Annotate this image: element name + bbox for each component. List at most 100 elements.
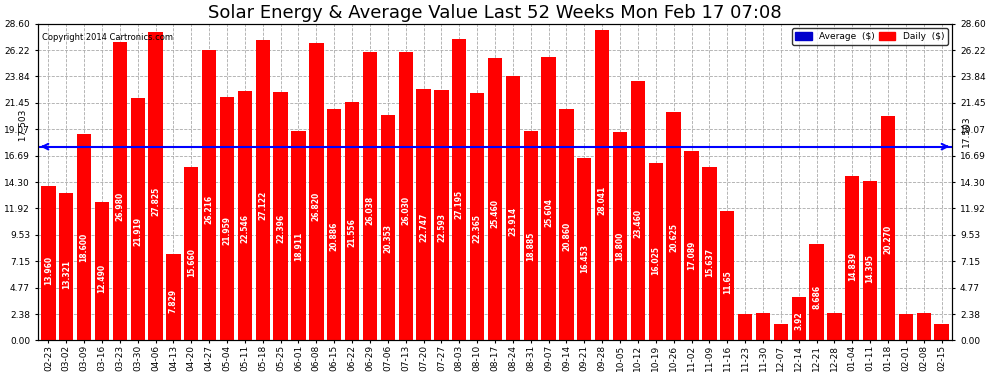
Title: Solar Energy & Average Value Last 52 Weeks Mon Feb 17 07:08: Solar Energy & Average Value Last 52 Wee… — [208, 4, 782, 22]
Bar — [381, 115, 395, 340]
Text: 20.353: 20.353 — [383, 225, 392, 254]
Text: 27.825: 27.825 — [151, 187, 160, 216]
Text: 22.593: 22.593 — [437, 213, 446, 242]
Bar — [917, 313, 931, 340]
Bar — [613, 132, 628, 340]
Bar — [720, 211, 735, 340]
Text: 8.686: 8.686 — [812, 285, 821, 309]
Bar — [828, 314, 842, 340]
Text: 28.041: 28.041 — [598, 186, 607, 215]
Bar — [935, 324, 948, 340]
Bar — [309, 44, 324, 340]
Text: 17.503: 17.503 — [20, 109, 29, 147]
Bar — [899, 314, 913, 340]
Text: 23.460: 23.460 — [634, 209, 643, 238]
Text: 15.637: 15.637 — [705, 248, 714, 277]
Bar — [77, 135, 91, 340]
Bar — [131, 98, 145, 340]
Bar — [577, 158, 591, 340]
Bar — [773, 324, 788, 340]
Bar — [148, 32, 162, 340]
Text: 14.839: 14.839 — [847, 252, 856, 281]
Text: 7.829: 7.829 — [169, 290, 178, 314]
Bar — [220, 97, 235, 340]
Bar — [755, 313, 770, 340]
Bar — [113, 42, 127, 340]
Bar — [684, 151, 699, 340]
Text: 22.365: 22.365 — [472, 214, 482, 243]
Text: 23.914: 23.914 — [508, 207, 518, 236]
Bar — [327, 109, 342, 340]
Text: 26.030: 26.030 — [401, 196, 410, 225]
Bar — [542, 57, 555, 340]
Text: 25.604: 25.604 — [544, 198, 553, 227]
Bar — [488, 58, 502, 340]
Text: 15.660: 15.660 — [187, 248, 196, 277]
Bar — [59, 193, 73, 340]
Bar — [881, 116, 895, 340]
Text: 26.216: 26.216 — [205, 195, 214, 224]
Bar — [506, 76, 520, 340]
Text: 22.396: 22.396 — [276, 214, 285, 243]
Text: 27.195: 27.195 — [454, 190, 463, 219]
Text: 13.321: 13.321 — [61, 260, 70, 289]
Text: 26.038: 26.038 — [365, 196, 374, 225]
Text: 16.025: 16.025 — [651, 246, 660, 275]
Text: 22.747: 22.747 — [419, 212, 428, 242]
Text: 20.625: 20.625 — [669, 223, 678, 252]
Bar — [470, 93, 484, 340]
Bar — [863, 181, 877, 340]
Bar — [559, 110, 573, 340]
Bar — [95, 202, 109, 340]
Bar — [362, 52, 377, 340]
Bar — [255, 40, 270, 340]
Bar — [42, 186, 55, 340]
Bar — [417, 88, 431, 340]
Text: 25.460: 25.460 — [490, 199, 500, 228]
Text: 21.959: 21.959 — [223, 216, 232, 246]
Text: 21.919: 21.919 — [134, 217, 143, 246]
Bar — [845, 176, 859, 340]
Bar — [648, 163, 663, 340]
Text: 18.800: 18.800 — [616, 232, 625, 261]
Text: 3.92: 3.92 — [794, 312, 803, 330]
Text: 20.270: 20.270 — [883, 225, 893, 254]
Text: 11.65: 11.65 — [723, 270, 732, 294]
Text: 17.089: 17.089 — [687, 241, 696, 270]
Bar — [452, 39, 466, 340]
Bar — [238, 91, 252, 340]
Bar — [666, 112, 681, 340]
Bar — [524, 131, 538, 340]
Bar — [291, 131, 306, 340]
Text: 22.546: 22.546 — [241, 214, 249, 243]
Bar — [810, 244, 824, 340]
Text: 26.820: 26.820 — [312, 192, 321, 221]
Text: 20.860: 20.860 — [562, 222, 571, 251]
Bar — [792, 297, 806, 340]
Text: 18.911: 18.911 — [294, 231, 303, 261]
Bar — [702, 167, 717, 340]
Bar — [202, 50, 217, 340]
Bar — [435, 90, 448, 340]
Text: Copyright 2014 Cartronics.com: Copyright 2014 Cartronics.com — [43, 33, 173, 42]
Bar — [631, 81, 645, 340]
Bar — [595, 30, 609, 340]
Bar — [399, 52, 413, 340]
Legend: Average  ($), Daily  ($): Average ($), Daily ($) — [792, 28, 947, 45]
Text: 13.960: 13.960 — [44, 256, 52, 285]
Bar — [738, 314, 752, 340]
Text: 17.503: 17.503 — [961, 115, 970, 147]
Text: 18.600: 18.600 — [79, 233, 89, 262]
Text: 27.122: 27.122 — [258, 190, 267, 220]
Text: 26.980: 26.980 — [116, 191, 125, 220]
Text: 12.490: 12.490 — [97, 264, 107, 293]
Bar — [184, 167, 198, 340]
Text: 18.885: 18.885 — [527, 232, 536, 261]
Text: 21.556: 21.556 — [347, 219, 356, 248]
Text: 14.395: 14.395 — [865, 254, 874, 283]
Text: 16.453: 16.453 — [580, 244, 589, 273]
Bar — [345, 102, 359, 340]
Bar — [273, 92, 288, 340]
Bar — [166, 254, 180, 340]
Text: 20.886: 20.886 — [330, 222, 339, 251]
